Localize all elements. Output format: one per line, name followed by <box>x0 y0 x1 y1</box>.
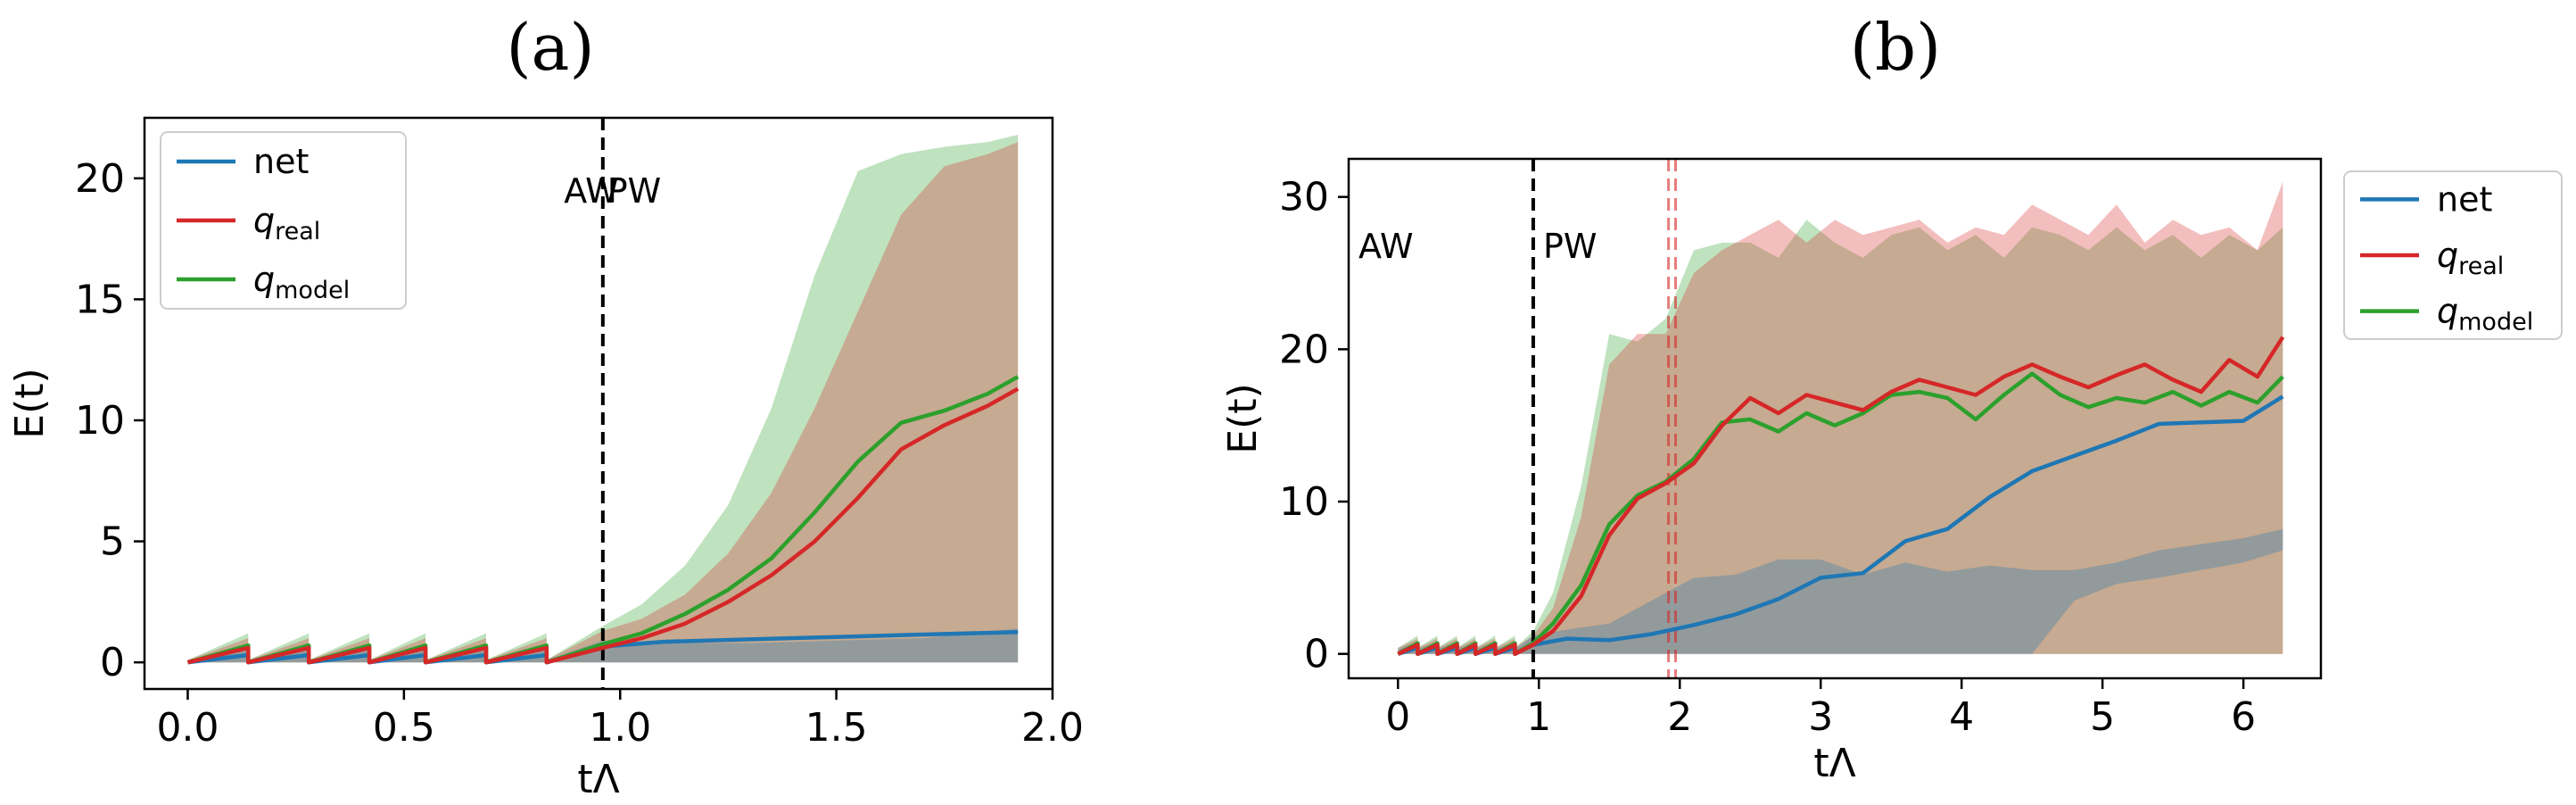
legend-subscript: model <box>275 277 350 304</box>
panel-b: (b)AW PW0 1 2 3 4 5 60102030tΛE(t)netqrealqmode… <box>1220 10 2563 786</box>
y-tick-label: 0 <box>100 640 125 685</box>
band-net <box>1398 528 2283 654</box>
y-tick-label: 5 <box>100 519 125 565</box>
annotation-pw: PW <box>607 171 662 211</box>
legend-label-real: qreal <box>253 201 320 245</box>
y-axis-label: E(t) <box>7 368 53 438</box>
legend-frame <box>2343 170 2563 340</box>
y-tick-label: 30 <box>1279 175 1329 220</box>
annotation-aw: AW <box>1358 227 1414 266</box>
legend-main-text: q <box>2437 292 2458 331</box>
plot-area <box>186 118 1020 689</box>
x-tick-label: 1.5 <box>805 705 868 751</box>
x-tick-label: 1 <box>1526 694 1551 740</box>
legend-label-model: qmodel <box>2437 292 2533 336</box>
legend-subscript: model <box>2458 309 2533 336</box>
x-tick-label: 6 <box>2231 694 2256 740</box>
axes-frame <box>143 116 1054 691</box>
legend-main-text: q <box>253 260 275 299</box>
y-tick-label: 10 <box>1279 479 1329 525</box>
legend-label-real: qreal <box>2437 236 2504 280</box>
band-model <box>1398 220 2283 654</box>
annotation-aw: AW <box>564 171 619 211</box>
band-real <box>187 142 1019 663</box>
legend-label-model: qmodel <box>253 260 350 304</box>
panel-title: (a) <box>506 10 594 85</box>
x-axis-label: tΛ <box>577 757 619 802</box>
band-real <box>1398 181 2283 654</box>
x-tick-label: 1.0 <box>589 705 651 751</box>
y-tick-label: 20 <box>75 156 125 202</box>
y-tick-label: 10 <box>75 398 125 444</box>
x-tick-label: 2 <box>1667 694 1692 740</box>
y-axis-label: E(t) <box>1220 383 1266 453</box>
legend-label-net: net <box>253 142 309 181</box>
y-tick-label: 20 <box>1279 327 1329 372</box>
x-tick-label: 0 <box>1385 694 1410 740</box>
x-tick-label: 4 <box>1949 694 1974 740</box>
legend-subscript: real <box>275 218 320 245</box>
y-tick-label: 15 <box>75 277 125 322</box>
x-tick-label: 2.0 <box>1021 705 1084 751</box>
x-axis-label: tΛ <box>1813 741 1855 786</box>
x-tick-label: 3 <box>1808 694 1833 740</box>
x-tick-label: 5 <box>2090 694 2115 740</box>
legend-frame <box>160 131 407 310</box>
legend-main-text: net <box>2437 179 2492 219</box>
x-tick-label: 0.0 <box>156 705 219 751</box>
plot-area <box>1397 159 2285 678</box>
line-real <box>1397 336 2285 656</box>
band-model <box>187 135 1019 663</box>
annotation-pw: PW <box>1543 227 1598 266</box>
legend-label-net: net <box>2437 179 2492 219</box>
legend-main-text: net <box>253 142 309 181</box>
axes-frame <box>1347 157 2323 680</box>
legend-subscript: real <box>2458 253 2504 280</box>
x-tick-label: 0.5 <box>373 705 435 751</box>
legend-main-text: q <box>253 201 275 240</box>
panel-title: (b) <box>1850 10 1941 85</box>
legend-main-text: q <box>2437 236 2458 275</box>
y-tick-label: 0 <box>1304 632 1329 677</box>
line-real <box>186 386 1020 665</box>
